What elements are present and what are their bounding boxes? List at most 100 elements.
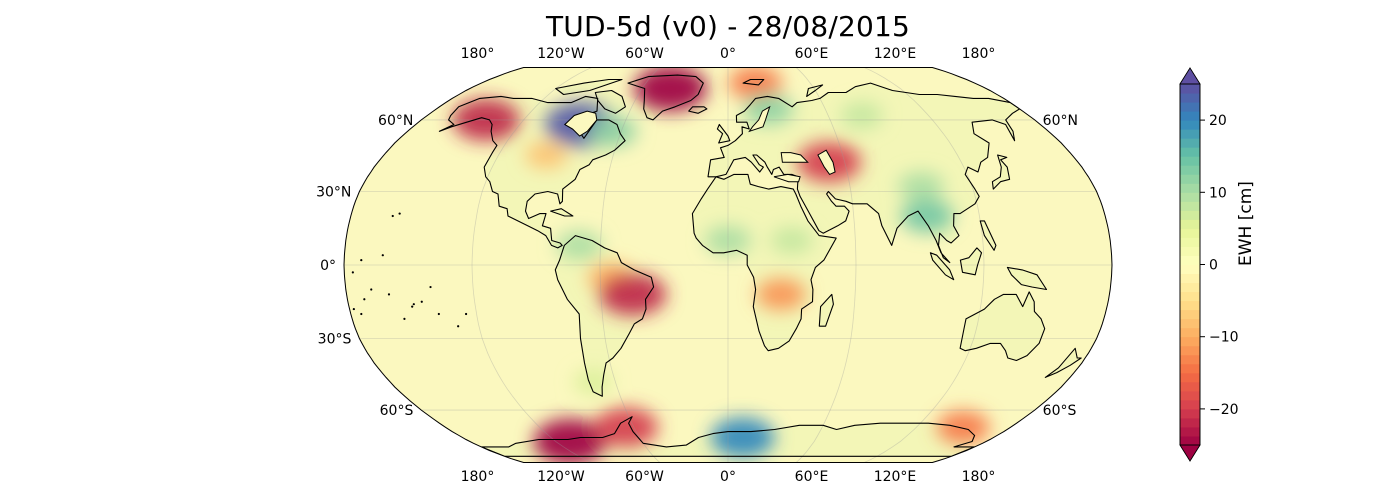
coastline-mediterranean-east [773,173,801,183]
coastline-cuba [550,208,574,217]
coastline-madagascar [818,293,834,327]
colorbar-band [1180,300,1200,311]
island-dot [411,305,414,308]
colorbar-band [1180,408,1200,419]
colorbar-band [1180,426,1200,437]
anomaly-blob [705,226,751,256]
colorbar-tick-label: −10 [1209,330,1239,346]
colorbar-band [1180,138,1200,148]
lat-label-right: 60°S [1043,403,1077,419]
anomaly-blob [900,199,954,233]
colorbar-band [1180,435,1200,446]
lon-label-top: 60°W [625,46,664,62]
lon-label-bottom: 0° [720,469,736,485]
land-tint-africa [692,174,837,351]
longitude-labels-top: 180° 120°W 60°W 0° 60°E 120°E 180° [461,46,996,62]
colorbar-extend-max [1179,67,1201,85]
island-dot [412,303,415,306]
coastline-antarctica [480,416,976,457]
coastline-caspian-sea [817,149,836,176]
anomaly-blob [936,410,990,445]
lon-label-top: 120°W [537,46,585,62]
colorbar-band [1180,318,1200,329]
anomaly-blob [452,98,520,142]
colorbar-band [1180,111,1200,121]
land-tint-arctic-islands [555,79,622,95]
coastline-africa [691,173,837,352]
anomaly-blob [710,417,775,458]
island-dot [363,298,366,301]
coastline-australia [959,291,1046,362]
colorbar-band [1180,336,1200,347]
lon-label-top: 180° [962,46,996,62]
land-tint-philippines [980,220,996,251]
anomaly-blob [898,172,945,202]
colorbar-band [1180,165,1200,175]
anomaly-blob [634,67,708,112]
colorbar-band [1180,156,1200,166]
lat-label-left: 30°N [316,185,351,201]
anomaly-blob [594,407,659,448]
colorbar-tick-label: −20 [1209,402,1239,418]
colorbar-band [1180,192,1200,202]
coastline-new-zealand [1044,347,1082,378]
colorbar-band [1180,120,1200,130]
lon-label-bottom: 180° [461,469,495,485]
coastline-sumatra [929,252,955,281]
colorbar-band [1180,210,1200,220]
lon-label-top: 60°E [795,46,829,62]
island-dot [429,285,432,289]
meridian [864,67,985,463]
anomaly-blob [728,67,782,100]
island-dot [464,312,468,316]
coastline-arctic-islands [555,78,623,96]
colorbar-band [1180,129,1200,139]
colorbar-band [1180,147,1200,157]
colorbar-band [1180,273,1200,284]
coastline-novaya-zemlya [806,84,824,97]
colorbar-band [1180,93,1200,103]
colorbar-band [1180,219,1200,229]
land-tint-cuba [550,208,573,216]
anomaly-blob [556,230,603,260]
coastline-hudson-bay [564,110,598,137]
coastline-svalbard [742,78,765,86]
coastline-greenland [627,74,704,121]
land-tint-borneo [960,247,982,275]
land-tint-new-guinea [1007,267,1047,290]
island-dot [437,312,440,316]
island-dot [457,325,460,328]
coastline-new-guinea [1006,266,1048,291]
island-dot [391,214,394,218]
colorbar-band [1180,264,1200,275]
colorbar-band [1180,183,1200,193]
colorbar-band [1180,399,1200,410]
land-tint-australia [960,291,1045,361]
meridian [795,67,857,463]
island-dot [398,212,401,215]
anomaly-blob [840,102,883,129]
colorbar-band [1180,354,1200,365]
land-tint-madagascar [819,294,834,327]
island-dot [352,307,355,311]
coastline-baffin [594,89,626,114]
colorbar-tick-label: 10 [1209,185,1227,201]
island-dot [420,300,423,303]
colorbar-band [1180,327,1200,338]
colorbar: 20 10 0 −10 −20 [1179,67,1239,462]
map-boundary [343,67,1113,463]
coastline-borneo [959,247,983,276]
coastline-baltic [748,105,771,133]
anomaly-blob [770,227,813,254]
colorbar-band [1180,372,1200,383]
longitude-labels-bottom: 180° 120°W 60°W 0° 60°E 120°E 180° [461,469,996,485]
colorbar-band [1180,417,1200,428]
lon-label-bottom: 60°W [625,469,664,485]
colorbar-band [1180,345,1200,356]
lon-label-bottom: 120°E [874,469,917,485]
lon-label-top: 0° [720,46,736,62]
colorbar-ticks: 20 10 0 −10 −20 [1200,113,1239,418]
lon-label-bottom: 180° [962,469,996,485]
island-dot [387,293,391,296]
